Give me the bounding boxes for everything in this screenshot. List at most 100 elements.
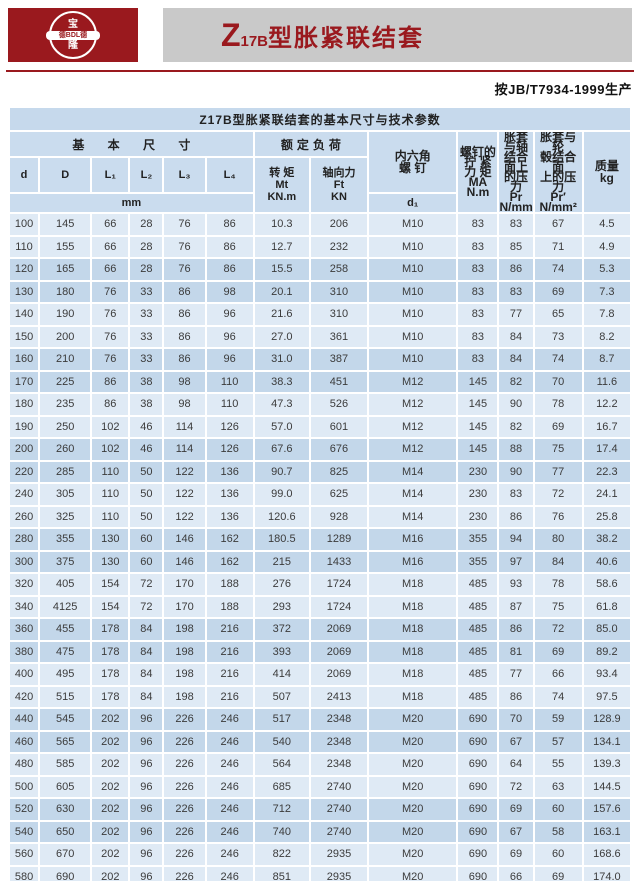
table-row: 340 4125 154 72 170 188 293 1724 M18 485 87 75 61.8 — [7, 594, 633, 619]
table-cell: 154 — [90, 594, 131, 619]
table-cell: 98 — [162, 369, 207, 394]
table-cell: 84 — [128, 617, 165, 642]
table-cell: 74 — [532, 347, 584, 372]
table-cell: 72 — [497, 774, 535, 799]
page-title: Z17B型胀紧联结套 — [221, 17, 424, 54]
table-cell: 120 — [7, 257, 41, 282]
table-cell: 515 — [38, 684, 93, 709]
table-cell: 110 — [90, 504, 131, 529]
model-suffix: 型胀紧联结套 — [268, 24, 425, 52]
table-cell: 198 — [162, 617, 207, 642]
table-cell: 160 — [7, 347, 41, 372]
table-cell: 1289 — [308, 527, 370, 552]
table-cell: 200 — [7, 437, 41, 462]
table-cell: 83 — [497, 279, 535, 304]
table-cell: 1724 — [308, 572, 370, 597]
table-cell: 202 — [90, 819, 131, 844]
table-cell: 66 — [90, 212, 131, 237]
table-cell: 202 — [90, 752, 131, 777]
table-cell: 38.2 — [581, 527, 633, 552]
table-cell: 180.5 — [252, 527, 311, 552]
table-row: 420 515 178 84 198 216 507 2413 M18 485 86 74 97.5 — [7, 684, 633, 709]
logo-bottom-character: 隆 — [68, 39, 78, 51]
table-cell: 150 — [7, 324, 41, 349]
table-cell: 76 — [162, 234, 207, 259]
table-cell: 78 — [532, 392, 584, 417]
table-cell: 76 — [162, 212, 207, 237]
logo-top-character: 宝 — [68, 18, 78, 30]
header-screw-tightening-torque: 螺钉的 拧 紧 力 矩 MA N.m — [456, 130, 500, 214]
table-cell: 86 — [90, 369, 131, 394]
table-cell: M14 — [367, 482, 459, 507]
table-cell: 2069 — [308, 639, 370, 664]
table-cell: 230 — [456, 504, 500, 529]
table-cell: 276 — [252, 572, 311, 597]
table-cell: 96 — [204, 347, 255, 372]
table-cell: 246 — [204, 707, 255, 732]
table-cell: 226 — [162, 797, 207, 822]
table-row: 260 325 110 50 122 136 120.6 928 M14 230 86 76 25.8 — [7, 504, 633, 529]
table-cell: 460 — [7, 729, 41, 754]
table-cell: 246 — [204, 752, 255, 777]
table-cell: 145 — [456, 414, 500, 439]
table-cell: 180 — [38, 279, 93, 304]
table-cell: 293 — [252, 594, 311, 619]
table-cell: 206 — [308, 212, 370, 237]
table-row: 500 605 202 96 226 246 685 2740 M20 690 72 63 144.5 — [7, 774, 633, 799]
table-row: 200 260 102 46 114 126 67.6 676 M12 145 88 75 17.4 — [7, 437, 633, 462]
table-cell: 38.3 — [252, 369, 311, 394]
table-cell: 202 — [90, 842, 131, 867]
table-cell: 5.3 — [581, 257, 633, 282]
table-cell: 75 — [532, 437, 584, 462]
table-cell: 232 — [308, 234, 370, 259]
table-cell: 157.6 — [581, 797, 633, 822]
table-cell: 246 — [204, 819, 255, 844]
model-subscript: 17B — [240, 32, 269, 50]
table-row: 440 545 202 96 226 246 517 2348 M20 690 70 59 128.9 — [7, 707, 633, 732]
table-cell: 84 — [497, 324, 535, 349]
table-cell: M10 — [367, 212, 459, 237]
table-cell: 90.7 — [252, 459, 311, 484]
header-symbol-row: d D L₁ L₂ L₃ L₄ 转 矩 Mt KN.m 轴向力 Ft KN — [7, 156, 631, 214]
table-row: 360 455 178 84 198 216 372 2069 M18 485 86 72 85.0 — [7, 617, 633, 642]
table-cell: 4.5 — [581, 212, 633, 237]
table-cell: 64 — [497, 752, 535, 777]
table-cell: 145 — [456, 369, 500, 394]
table-cell: 8.2 — [581, 324, 633, 349]
table-cell: 57.0 — [252, 414, 311, 439]
table-cell: 87 — [497, 594, 535, 619]
header-col-D: D — [38, 156, 93, 194]
table-cell: 190 — [38, 302, 93, 327]
table-cell: 650 — [38, 819, 93, 844]
table-cell: 440 — [7, 707, 41, 732]
table-row: 280 355 130 60 146 162 180.5 1289 M16 355 94 80 38.2 — [7, 527, 633, 552]
table-cell: 564 — [252, 752, 311, 777]
table-cell: 250 — [38, 414, 93, 439]
table-cell: M12 — [367, 414, 459, 439]
table-cell: 90 — [497, 392, 535, 417]
table-cell: M18 — [367, 662, 459, 687]
table-row: 460 565 202 96 226 246 540 2348 M20 690 67 57 134.1 — [7, 729, 633, 754]
table-cell: 136 — [204, 504, 255, 529]
table-cell: 361 — [308, 324, 370, 349]
table-cell: 82 — [497, 414, 535, 439]
table-cell: 20.1 — [252, 279, 311, 304]
table-cell: 90 — [497, 459, 535, 484]
production-standard-note: 按JB/T7934-1999生产 — [494, 82, 632, 97]
table-cell: 96 — [204, 302, 255, 327]
table-cell: 85 — [497, 234, 535, 259]
table-cell: 77 — [497, 302, 535, 327]
table-cell: 85.0 — [581, 617, 633, 642]
table-cell: 12.2 — [581, 392, 633, 417]
table-cell: 2935 — [308, 842, 370, 867]
table-cell: 480 — [7, 752, 41, 777]
table-cell: M10 — [367, 324, 459, 349]
table-cell: M20 — [367, 819, 459, 844]
table-cell: M20 — [367, 842, 459, 867]
table-row: 110 155 66 28 76 86 12.7 232 M10 83 85 71 4.9 — [7, 234, 633, 259]
table-cell: 198 — [162, 639, 207, 664]
table-cell: 83 — [456, 279, 500, 304]
table-cell: 202 — [90, 774, 131, 799]
table-cell: 520 — [7, 797, 41, 822]
table-cell: 825 — [308, 459, 370, 484]
